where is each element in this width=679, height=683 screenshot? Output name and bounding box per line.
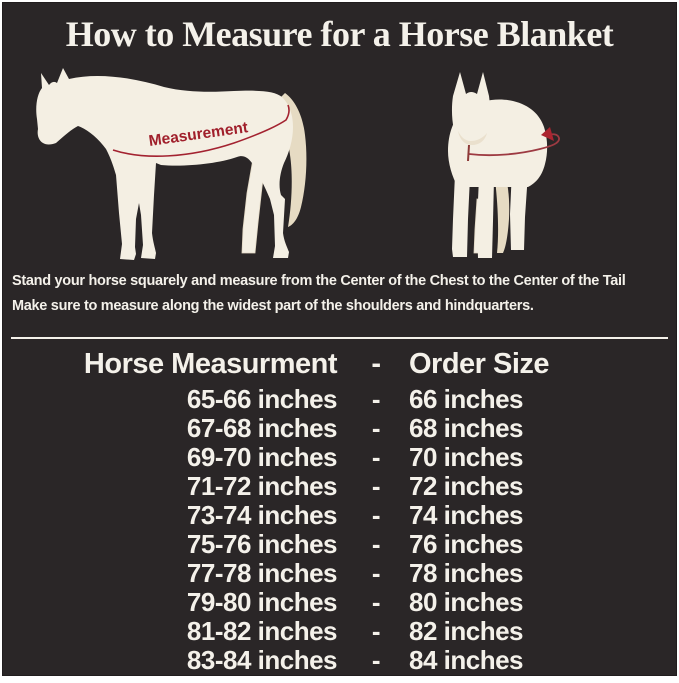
arrowhead-icon bbox=[541, 127, 554, 141]
order-size-value: 68 inches bbox=[409, 413, 524, 443]
row-separator: - bbox=[371, 471, 381, 501]
size-chart-row: 73-74 inches -74 inches bbox=[3, 500, 676, 530]
horse-measurement-value: 75-76 inches bbox=[186, 529, 338, 559]
muzzle-shading bbox=[458, 131, 487, 145]
header-separator: - bbox=[371, 348, 381, 380]
order-size-value: 66 inches bbox=[409, 384, 524, 414]
size-chart-row: 69-70 inches -70 inches bbox=[3, 442, 676, 472]
size-chart-row: 67-68 inches -68 inches bbox=[3, 413, 676, 443]
horse-measurement-value: 73-74 inches bbox=[186, 500, 338, 530]
header-order-col: Order Size bbox=[409, 348, 550, 380]
horse-body bbox=[36, 68, 294, 260]
front-left-leg bbox=[452, 174, 470, 257]
chest-center-tick bbox=[467, 144, 470, 162]
order-size-value: 78 inches bbox=[409, 558, 524, 588]
page-title: How to Measure for a Horse Blanket bbox=[65, 14, 614, 54]
row-separator: - bbox=[371, 616, 381, 646]
order-size-value: 84 inches bbox=[409, 645, 524, 675]
measuring-instructions: Stand your horse squarely and measure fr… bbox=[12, 269, 672, 319]
size-chart-row: 83-84 inches -84 inches bbox=[3, 645, 676, 675]
measurement-line bbox=[112, 104, 290, 157]
row-separator: - bbox=[371, 529, 381, 559]
wrap-around-arrow-line bbox=[468, 133, 560, 157]
row-separator: - bbox=[371, 442, 381, 472]
order-size-value: 74 inches bbox=[409, 500, 524, 530]
hind-right-leg bbox=[510, 169, 528, 250]
header-measurement-col: Horse Measurment bbox=[83, 348, 338, 380]
size-chart-row: 79-80 inches -80 inches bbox=[3, 587, 676, 617]
row-separator: - bbox=[371, 587, 381, 617]
row-separator: - bbox=[371, 384, 381, 414]
horse-measurement-value: 79-80 inches bbox=[186, 587, 338, 617]
horse-measurement-value: 77-78 inches bbox=[186, 558, 338, 588]
size-chart-row: 81-82 inches -82 inches bbox=[3, 616, 676, 646]
order-size-value: 70 inches bbox=[409, 442, 524, 472]
instructions-line-1: Stand your horse squarely and measure fr… bbox=[12, 273, 626, 289]
horse-measurement-value: 65-66 inches bbox=[186, 384, 338, 414]
instructions-line-2: Make sure to measure along the widest pa… bbox=[12, 298, 534, 314]
horse-measurement-value: 69-70 inches bbox=[186, 442, 338, 472]
size-chart-body: 65-66 inches -66 inches 67-68 inches -68 in… bbox=[3, 384, 676, 675]
horse-measurement-value: 81-82 inches bbox=[186, 616, 338, 646]
order-size-value: 72 inches bbox=[409, 471, 524, 501]
side-horse-silhouette-icon: Measurement bbox=[36, 68, 307, 260]
row-separator: - bbox=[371, 500, 381, 530]
row-separator: - bbox=[371, 413, 381, 443]
order-size-value: 76 inches bbox=[409, 529, 524, 559]
row-separator: - bbox=[371, 558, 381, 588]
horse-measurement-value: 83-84 inches bbox=[186, 645, 338, 675]
size-chart-row: 77-78 inches -78 inches bbox=[3, 558, 676, 588]
horse-head-front bbox=[451, 72, 491, 146]
size-chart-row: 71-72 inches -72 inches bbox=[3, 471, 676, 501]
horse-measurement-value: 67-68 inches bbox=[186, 413, 338, 443]
front-right-leg bbox=[477, 177, 494, 258]
front-horse-silhouette-icon bbox=[448, 72, 560, 258]
order-size-value: 80 inches bbox=[409, 587, 524, 617]
size-chart-row: 75-76 inches -76 inches bbox=[3, 529, 676, 559]
order-size-value: 82 inches bbox=[409, 616, 524, 646]
horse-measurement-value: 71-72 inches bbox=[186, 471, 338, 501]
horizontal-divider bbox=[11, 337, 668, 339]
size-chart-header: Horse Measurment - Order Size bbox=[3, 345, 676, 384]
row-separator: - bbox=[371, 645, 381, 675]
size-chart-row: 65-66 inches -66 inches bbox=[3, 384, 676, 414]
